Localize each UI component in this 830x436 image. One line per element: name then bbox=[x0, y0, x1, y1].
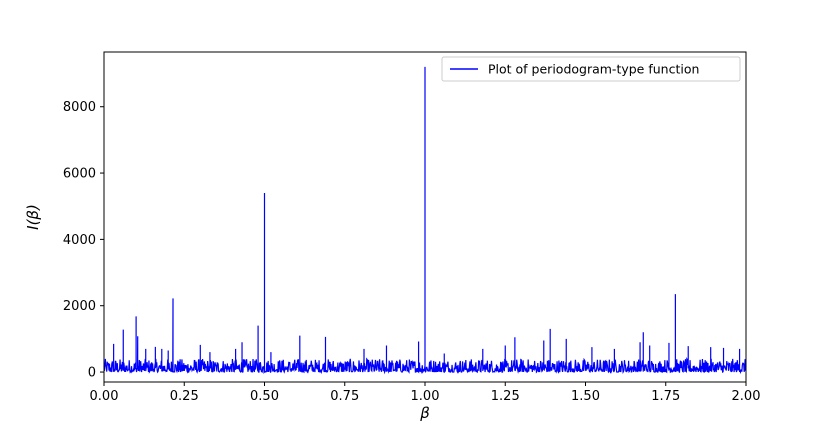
y-tick-label: 8000 bbox=[63, 100, 96, 115]
y-tick-label: 4000 bbox=[63, 233, 96, 248]
y-axis-label: I(β) bbox=[24, 204, 42, 230]
legend-label: Plot of periodogram-type function bbox=[488, 62, 699, 77]
y-tick-label: 2000 bbox=[63, 299, 96, 314]
x-tick-label: 1.25 bbox=[491, 389, 520, 404]
x-tick-label: 1.00 bbox=[411, 389, 440, 404]
x-tick-label: 0.75 bbox=[330, 389, 359, 404]
x-axis-label: β bbox=[419, 404, 430, 422]
legend: Plot of periodogram-type function bbox=[441, 56, 741, 82]
y-tick-label: 0 bbox=[88, 366, 96, 381]
x-tick-label: 0.00 bbox=[90, 389, 119, 404]
legend-box bbox=[441, 56, 741, 82]
y-tick-label: 6000 bbox=[63, 167, 96, 182]
x-tick-label: 1.50 bbox=[571, 389, 600, 404]
x-tick-label: 0.25 bbox=[170, 389, 199, 404]
y-axis: 0 2000 4000 6000 8000 bbox=[63, 100, 104, 381]
x-tick-label: 2.00 bbox=[732, 389, 761, 404]
x-tick-label: 1.75 bbox=[651, 389, 680, 404]
x-tick-label: 0.50 bbox=[250, 389, 279, 404]
x-axis: 0.00 0.25 0.50 0.75 1.00 1.25 1.50 1.75 2.00 bbox=[90, 382, 761, 404]
plot-area bbox=[103, 66, 747, 375]
series-line bbox=[103, 66, 747, 375]
